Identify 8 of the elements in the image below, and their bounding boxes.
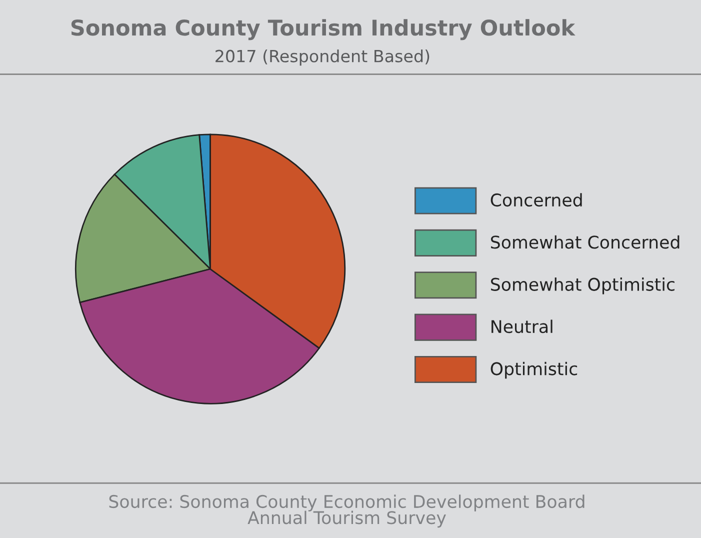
legend-label: Neutral	[492, 320, 552, 334]
legend-label: Somewhat Concerned	[490, 235, 680, 249]
chart-title: Sonoma County Tourism Industry Outlook	[71, 19, 576, 40]
source-note: Source: Sonoma County Economic Development Board Annual Tourism Survey	[109, 494, 584, 528]
legend-label: Concerned	[490, 193, 582, 207]
legend-label: Somewhat Optimistic	[490, 278, 674, 294]
chart-subtitle: 2017 (Respondent Based)	[216, 50, 430, 66]
legend-label: Optimistic	[490, 362, 578, 379]
